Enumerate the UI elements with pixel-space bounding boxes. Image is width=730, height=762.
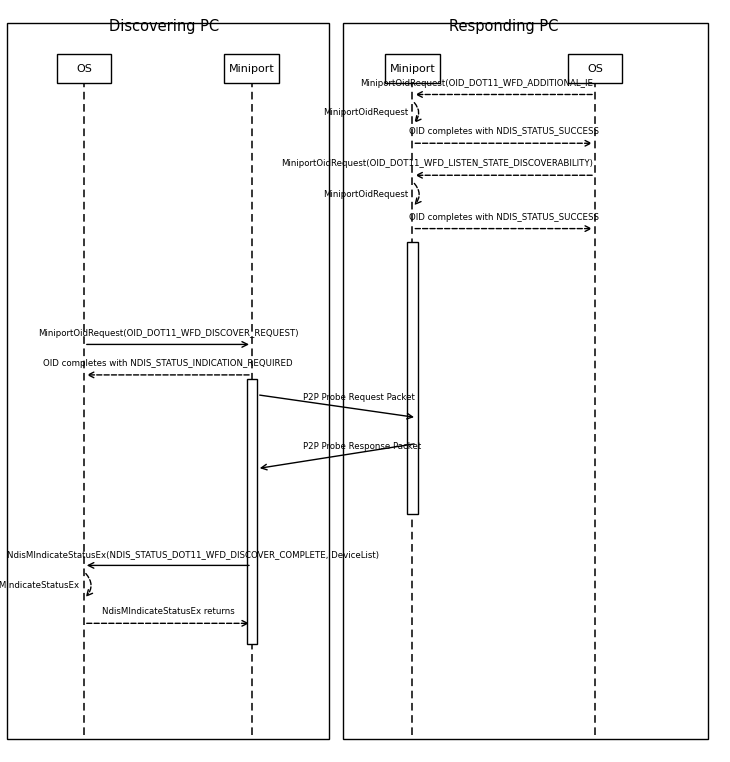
Text: MiniportOidRequest: MiniportOidRequest <box>323 190 408 199</box>
FancyBboxPatch shape <box>247 379 257 644</box>
Text: Miniport: Miniport <box>390 63 435 74</box>
Text: OS: OS <box>76 63 92 74</box>
FancyBboxPatch shape <box>407 242 418 514</box>
Text: MiniportOidRequest(OID_DOT11_WFD_DISCOVER_REQUEST): MiniportOidRequest(OID_DOT11_WFD_DISCOVE… <box>38 328 298 338</box>
Text: OID completes with NDIS_STATUS_INDICATION_REQUIRED: OID completes with NDIS_STATUS_INDICATIO… <box>43 359 293 368</box>
Text: NdisMIndicateStatusEx: NdisMIndicateStatusEx <box>0 581 80 590</box>
Text: OS: OS <box>587 63 603 74</box>
FancyBboxPatch shape <box>567 54 622 83</box>
FancyBboxPatch shape <box>57 54 112 83</box>
FancyBboxPatch shape <box>225 54 279 83</box>
Text: Responding PC: Responding PC <box>449 19 558 34</box>
Text: MiniportOidRequest(OID_DOT11_WFD_ADDITIONAL_IE: MiniportOidRequest(OID_DOT11_WFD_ADDITIO… <box>360 78 593 88</box>
Text: Discovering PC: Discovering PC <box>110 19 219 34</box>
FancyBboxPatch shape <box>7 23 328 739</box>
Text: NdisMIndicateStatusEx returns: NdisMIndicateStatusEx returns <box>101 607 234 616</box>
Text: OID completes with NDIS_STATUS_SUCCESS: OID completes with NDIS_STATUS_SUCCESS <box>409 127 599 136</box>
Text: Miniport: Miniport <box>229 63 274 74</box>
Text: P2P Probe Request Packet: P2P Probe Request Packet <box>303 393 415 402</box>
FancyBboxPatch shape <box>385 54 439 83</box>
Text: OID completes with NDIS_STATUS_SUCCESS: OID completes with NDIS_STATUS_SUCCESS <box>409 213 599 222</box>
Text: NdisMIndicateStatusEx(NDIS_STATUS_DOT11_WFD_DISCOVER_COMPLETE, DeviceList): NdisMIndicateStatusEx(NDIS_STATUS_DOT11_… <box>7 550 380 559</box>
Text: MiniportOidRequest(OID_DOT11_WFD_LISTEN_STATE_DISCOVERABILITY): MiniportOidRequest(OID_DOT11_WFD_LISTEN_… <box>281 159 593 168</box>
Text: MiniportOidRequest: MiniportOidRequest <box>323 108 408 117</box>
Text: P2P Probe Response Packet: P2P Probe Response Packet <box>303 443 421 451</box>
FancyBboxPatch shape <box>343 23 708 739</box>
